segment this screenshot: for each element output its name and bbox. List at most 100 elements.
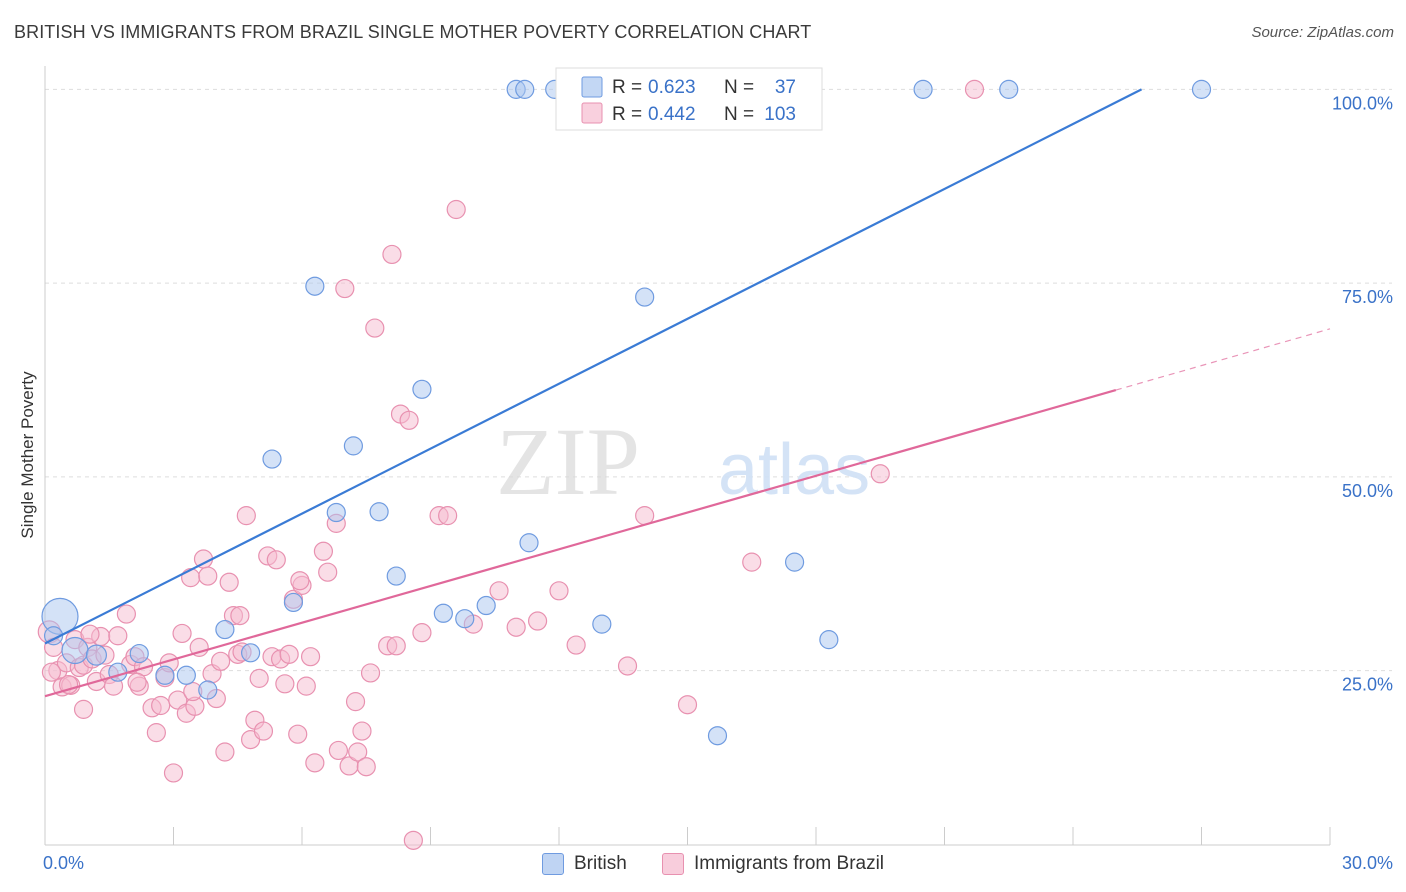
brazil-point-57	[288, 724, 308, 744]
y-tick-label-3: 100.0%	[1332, 93, 1393, 113]
british-point-35	[1191, 79, 1212, 99]
x-tick-label-1: 30.0%	[1342, 853, 1393, 873]
legend-brazil-r: 0.442	[648, 104, 696, 125]
british-trend-line	[44, 88, 1143, 645]
british-point-12	[305, 276, 325, 296]
trend-lines	[44, 88, 1331, 698]
brazil-trend-line-extension	[1115, 328, 1331, 391]
british-point-17	[412, 379, 432, 399]
brazil-point-67	[348, 742, 368, 762]
brazil-point-39	[211, 651, 231, 671]
british-point-15	[369, 502, 389, 522]
legend-swatch-brazil	[581, 102, 603, 124]
y-tick-label-2: 75.0%	[1342, 287, 1393, 307]
british-point-20	[476, 595, 496, 616]
brazil-point-70	[360, 663, 381, 683]
brazil-point-49	[253, 721, 274, 741]
brazil-point-92	[870, 464, 890, 484]
legend-british-n: 37	[775, 77, 796, 98]
legend-item-british[interactable]: British	[542, 850, 627, 878]
brazil-point-90	[677, 695, 698, 715]
brazil-point-32	[181, 568, 201, 588]
british-point-14	[343, 436, 363, 456]
brazil-point-85	[527, 611, 548, 631]
x-tick-label-0: 0.0%	[43, 853, 84, 873]
brazil-point-102	[345, 692, 366, 712]
brazil-point-99	[230, 605, 250, 626]
brazil-trend-line	[44, 389, 1117, 698]
british-point-26	[592, 614, 612, 634]
british-point-13	[326, 502, 346, 523]
british-point-11	[283, 592, 304, 613]
legend-r-label-2: R =	[612, 104, 642, 125]
brazil-point-101	[328, 740, 349, 761]
chart-title: BRITISH VS IMMIGRANTS FROM BRAZIL SINGLE…	[14, 22, 812, 42]
british-point-6	[176, 665, 196, 685]
british-point-34	[999, 79, 1019, 99]
brazil-point-76	[399, 410, 419, 430]
brazil-point-52	[266, 550, 286, 570]
legend-swatch-brazil-bottom	[662, 853, 684, 875]
brazil-point-45	[236, 506, 256, 526]
brazil-point-94	[41, 662, 62, 682]
legend-swatch-british-bottom	[542, 853, 564, 875]
legend-swatch-british	[581, 76, 603, 98]
legend-brazil-n: 103	[764, 104, 796, 125]
legend-british-r: 0.623	[648, 77, 696, 98]
brazil-point-84	[506, 617, 526, 637]
british-point-22	[515, 79, 535, 99]
legend-n-label: N =	[724, 77, 754, 98]
brazil-point-25	[151, 695, 171, 716]
chart-source: Source: ZipAtlas.com	[1251, 24, 1394, 41]
watermark: ZIP atlas	[496, 408, 870, 515]
watermark-zip: ZIP	[496, 408, 640, 515]
brazil-point-59	[296, 676, 316, 696]
british-point-30	[707, 726, 728, 746]
british-point-1	[61, 636, 89, 665]
british-point-18	[433, 603, 453, 623]
brazil-point-100	[290, 571, 310, 591]
british-point-16	[386, 566, 406, 586]
brazil-point-80	[438, 506, 458, 526]
axes-layer: 25.0% 50.0% 75.0% 100.0% 0.0% 30.0%	[43, 66, 1393, 873]
brazil-point-61	[305, 753, 325, 773]
legend-r-label: R =	[612, 77, 642, 98]
british-point-4	[129, 643, 149, 664]
british-point-7	[198, 680, 218, 700]
brazil-point-17	[108, 626, 128, 646]
brazil-point-93	[964, 79, 985, 99]
brazil-point-9	[73, 699, 94, 719]
grid-layer	[45, 88, 1392, 672]
british-point-28	[635, 287, 655, 307]
british-point-31	[784, 552, 805, 572]
brazil-point-73	[382, 244, 402, 265]
british-point-19	[455, 609, 475, 629]
brazil-point-28	[163, 763, 184, 783]
brazil-point-60	[300, 647, 321, 667]
brazil-point-87	[566, 635, 586, 655]
brazil-point-65	[335, 278, 355, 299]
brazil-point-96	[80, 624, 100, 644]
legend-n-label-2: N =	[724, 104, 754, 125]
british-point-3	[108, 662, 128, 682]
brazil-point-54	[275, 674, 295, 694]
brazil-point-88	[617, 656, 638, 676]
legend-label-british: British	[574, 853, 627, 874]
brazil-point-69	[356, 757, 376, 777]
y-tick-label-0: 25.0%	[1342, 675, 1393, 695]
brazil-point-81	[446, 199, 466, 220]
british-point-8	[215, 619, 235, 640]
brazil-point-24	[146, 723, 166, 743]
brazil-point-30	[172, 623, 192, 644]
british-point-2	[85, 644, 108, 666]
brazil-point-86	[549, 581, 569, 601]
british-point-5	[155, 665, 175, 685]
brazil-point-40	[215, 742, 235, 762]
y-axis-label: Single Mother Poverty	[18, 371, 37, 539]
legend-item-brazil[interactable]: Immigrants from Brazil	[662, 850, 884, 878]
brazil-point-36	[198, 566, 218, 586]
brazil-point-97	[127, 672, 147, 692]
british-point-32	[819, 630, 839, 650]
brazil-point-62	[313, 541, 334, 561]
